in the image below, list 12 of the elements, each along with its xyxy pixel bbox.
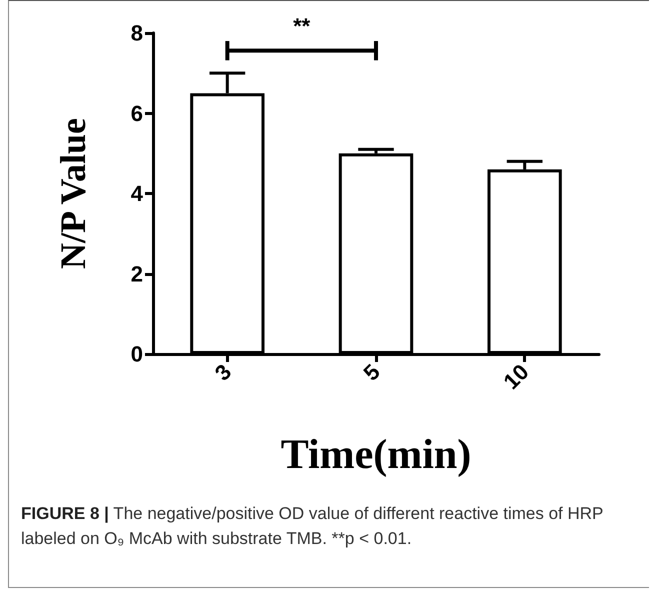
y-tick-label: 6: [130, 100, 143, 126]
x-axis-title: Time(min): [280, 432, 472, 478]
y-tick-label: 8: [130, 20, 143, 46]
annotation: **: [293, 14, 311, 39]
y-tick-label: 2: [130, 261, 143, 286]
caption: FIGURE 8 | The negative/positive OD value of different reactive times of HRP labeled on O₉ McAb with substrate TMB. **p < 0.01.: [21, 504, 604, 548]
x-tick-label: 10: [498, 359, 534, 394]
x-tick-label: 5: [358, 359, 385, 386]
x-tick-label: 3: [210, 359, 236, 386]
y-tick-label: 4: [130, 181, 144, 206]
y-axis-title: N/P Value: [53, 118, 93, 270]
y-tick-label: 0: [130, 342, 143, 366]
